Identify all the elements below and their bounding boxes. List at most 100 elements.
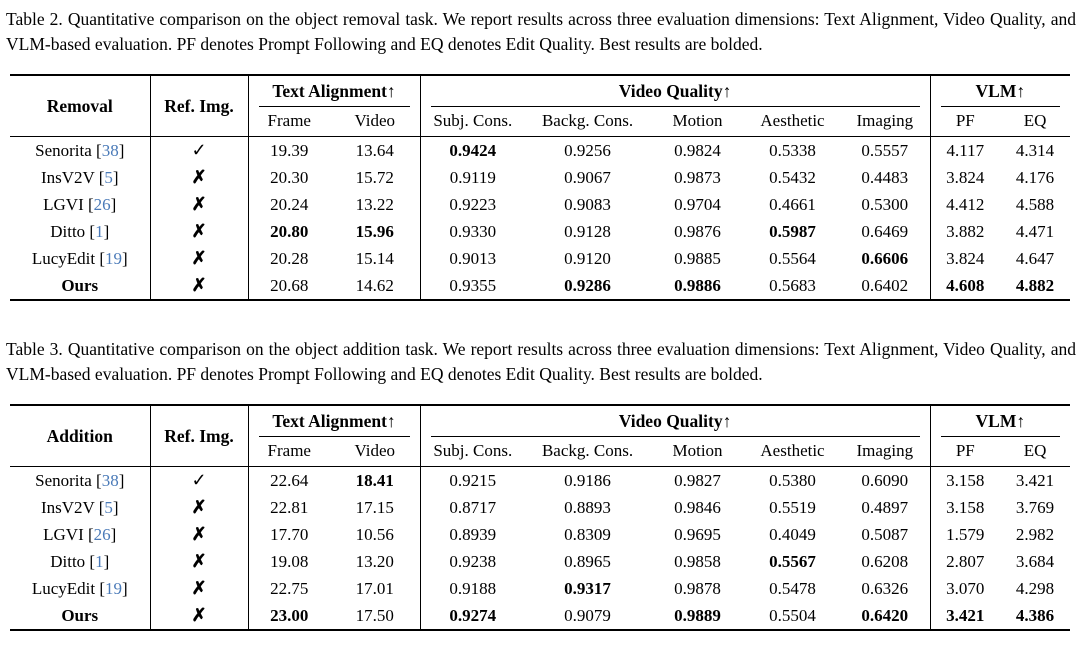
metric-cell: 0.6090 xyxy=(840,466,931,494)
metric-cell: 0.5567 xyxy=(769,551,816,571)
metric-cell: 18.41 xyxy=(330,466,421,494)
metric-cell: 0.5504 xyxy=(769,605,816,625)
citation-link[interactable]: 1 xyxy=(95,221,104,241)
ref-img-cell: ✓ xyxy=(150,136,249,164)
citation-link[interactable]: 26 xyxy=(93,524,111,544)
metric-cell: 0.4049 xyxy=(769,524,816,544)
column-header-motion: Motion xyxy=(672,111,723,130)
metric-cell: 4.412 xyxy=(946,194,985,214)
metric-cell: 20.28 xyxy=(270,248,309,268)
metric-cell: 0.8965 xyxy=(564,551,611,571)
metric-cell: 14.62 xyxy=(330,272,421,300)
metric-cell: 0.5683 xyxy=(769,275,816,295)
metric-cell: 4.176 xyxy=(1015,167,1055,187)
metric-cell: 0.9886 xyxy=(674,275,721,295)
cross-icon: ✗ xyxy=(191,167,207,187)
table2-header: Removal Ref. Img. Text Alignment↑ Video … xyxy=(10,75,1071,137)
method-cell: Senorita [38] xyxy=(10,466,151,494)
column-header-subj-cons: Subj. Cons. xyxy=(433,441,513,460)
metric-cell: 20.80 xyxy=(270,221,309,241)
metric-cell: 19.39 xyxy=(270,140,309,160)
metric-cell: 0.5300 xyxy=(840,191,931,218)
metric-cell: 0.9013 xyxy=(449,248,497,268)
method-name: LGVI xyxy=(43,194,84,214)
metric-cell: 20.24 xyxy=(270,194,309,214)
metric-cell: 0.5478 xyxy=(769,578,816,598)
method-name: Ours xyxy=(61,275,99,295)
metric-cell: 17.70 xyxy=(270,524,309,544)
metric-cell: 3.824 xyxy=(946,248,985,268)
table-row: Ours ✗ 20.68 14.62 0.9355 0.9286 0.9886 0.5683 0… xyxy=(10,272,1070,300)
column-header-imaging: Imaging xyxy=(840,107,931,137)
metric-cell: 17.15 xyxy=(330,494,421,521)
table3-caption: Table 3. Quantitative comparison on the … xyxy=(6,339,1076,384)
metric-cell: 0.9119 xyxy=(449,167,496,187)
metric-cell: 0.9704 xyxy=(674,194,721,214)
citation-link[interactable]: 5 xyxy=(104,167,113,187)
metric-cell: 0.9188 xyxy=(449,578,497,598)
ref-img-cell: ✗ xyxy=(150,548,249,575)
metric-cell: 20.30 xyxy=(270,167,309,187)
metric-cell: 0.4483 xyxy=(840,164,931,191)
table-row: LucyEdit [19] ✗ 22.75 17.01 0.9188 0.9317 0.98… xyxy=(10,575,1070,602)
citation-link[interactable]: 26 xyxy=(93,194,111,214)
method-cell: Ours xyxy=(10,272,151,300)
metric-cell: 0.5987 xyxy=(769,221,816,241)
ref-img-cell: ✗ xyxy=(150,245,249,272)
method-name: InsV2V xyxy=(40,497,95,517)
column-header-imaging: Imaging xyxy=(840,437,931,467)
metric-cell: 4.298 xyxy=(1015,578,1055,598)
metric-cell: 0.9330 xyxy=(449,221,497,241)
method-cell: LucyEdit [19] xyxy=(10,575,151,602)
group-label: Video Quality↑ xyxy=(430,76,920,107)
metric-cell: 4.471 xyxy=(1015,221,1055,241)
metric-cell: 0.9067 xyxy=(564,167,611,187)
table3-body: Senorita [38] ✓ 22.64 18.41 0.9215 0.9186 0.98… xyxy=(10,466,1070,630)
group-header-video-quality: Video Quality↑ xyxy=(420,405,931,437)
metric-cell: 0.5338 xyxy=(769,140,816,160)
table-row: Ours ✗ 23.00 17.50 0.9274 0.9079 0.9889 0.5504 0… xyxy=(10,602,1070,630)
metric-cell: 4.117 xyxy=(946,140,985,160)
metric-cell: 22.75 xyxy=(270,578,309,598)
table-row: InsV2V [5] ✗ 22.81 17.15 0.8717 0.8893 0.9846 0… xyxy=(10,494,1070,521)
citation-link[interactable]: 5 xyxy=(104,497,113,517)
cross-icon: ✗ xyxy=(191,578,207,598)
metric-cell: 0.9846 xyxy=(674,497,721,517)
metric-cell: 0.9424 xyxy=(449,140,497,160)
metric-cell: 0.9355 xyxy=(449,275,497,295)
metric-cell: 4.314 xyxy=(1015,140,1055,160)
metric-cell: 3.421 xyxy=(946,605,985,625)
column-header-task: Addition xyxy=(10,405,151,467)
group-label: VLM↑ xyxy=(940,406,1061,437)
metric-cell: 3.158 xyxy=(946,470,985,490)
cross-icon: ✗ xyxy=(191,551,207,571)
ref-img-cell: ✗ xyxy=(150,218,249,245)
citation-link[interactable]: 19 xyxy=(105,248,122,268)
metric-cell: 3.421 xyxy=(1015,470,1055,490)
citation-link[interactable]: 19 xyxy=(105,578,122,598)
column-header-video: Video xyxy=(330,437,421,467)
citation-link[interactable]: 1 xyxy=(95,551,104,571)
column-header-frame: Frame xyxy=(267,111,311,130)
metric-cell: 0.9695 xyxy=(674,524,721,544)
ref-img-cell: ✗ xyxy=(150,521,249,548)
metric-cell: 17.50 xyxy=(330,602,421,630)
method-cell: LGVI [26] xyxy=(10,521,151,548)
citation-link[interactable]: 38 xyxy=(101,140,119,160)
metric-cell: 0.5380 xyxy=(769,470,816,490)
ref-img-cell: ✗ xyxy=(150,191,249,218)
metric-cell: 0.4661 xyxy=(769,194,816,214)
method-name: LucyEdit xyxy=(31,578,96,598)
ref-img-cell: ✗ xyxy=(150,602,249,630)
table3-header: Addition Ref. Img. Text Alignment↑ Video… xyxy=(10,405,1071,467)
metric-cell: 4.608 xyxy=(946,275,985,295)
cross-icon: ✗ xyxy=(191,194,207,214)
metric-cell: 0.9256 xyxy=(564,140,611,160)
method-name: Senorita xyxy=(35,470,92,490)
metric-cell: 3.684 xyxy=(1015,551,1055,571)
group-label: Text Alignment↑ xyxy=(258,76,410,107)
citation-link[interactable]: 38 xyxy=(101,470,119,490)
check-icon: ✓ xyxy=(191,470,207,490)
method-cell: Ditto [1] xyxy=(10,548,151,575)
metric-cell: 0.9083 xyxy=(564,194,611,214)
